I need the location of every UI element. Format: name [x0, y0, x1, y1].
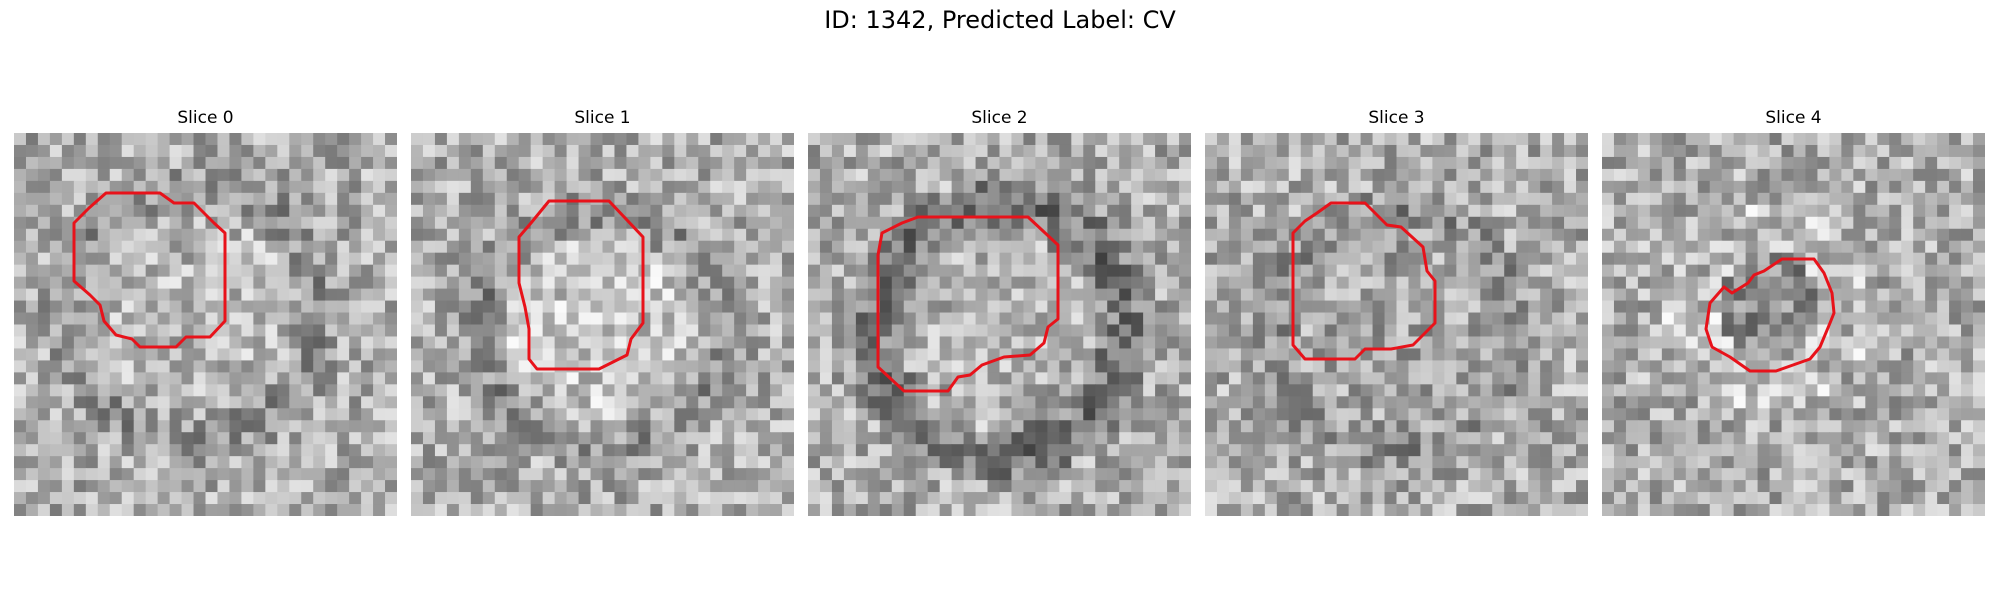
slice-2-title: Slice 2 [971, 108, 1028, 128]
slice-3-title: Slice 3 [1368, 108, 1425, 128]
slice-2-svg [808, 133, 1191, 516]
slice-0-title: Slice 0 [177, 108, 234, 128]
slice-2-contour [876, 215, 1060, 393]
slice-0-contour [72, 191, 227, 349]
slice-1-contour [517, 199, 645, 371]
slice-4-svg [1602, 133, 1985, 516]
slice-3-contour [1291, 201, 1437, 361]
slice-0-svg [14, 133, 397, 516]
slice-4-title: Slice 4 [1765, 108, 1822, 128]
slice-1-title: Slice 1 [574, 108, 631, 128]
slice-2-image [808, 133, 1191, 516]
slice-1-svg [411, 133, 794, 516]
slice-0-image [14, 133, 397, 516]
slice-4-contour [1704, 257, 1836, 373]
slice-3-svg [1205, 133, 1588, 516]
slice-4-image [1602, 133, 1985, 516]
slice-1-image [411, 133, 794, 516]
figure-title: ID: 1342, Predicted Label: CV [824, 6, 1176, 34]
slice-3-image [1205, 133, 1588, 516]
